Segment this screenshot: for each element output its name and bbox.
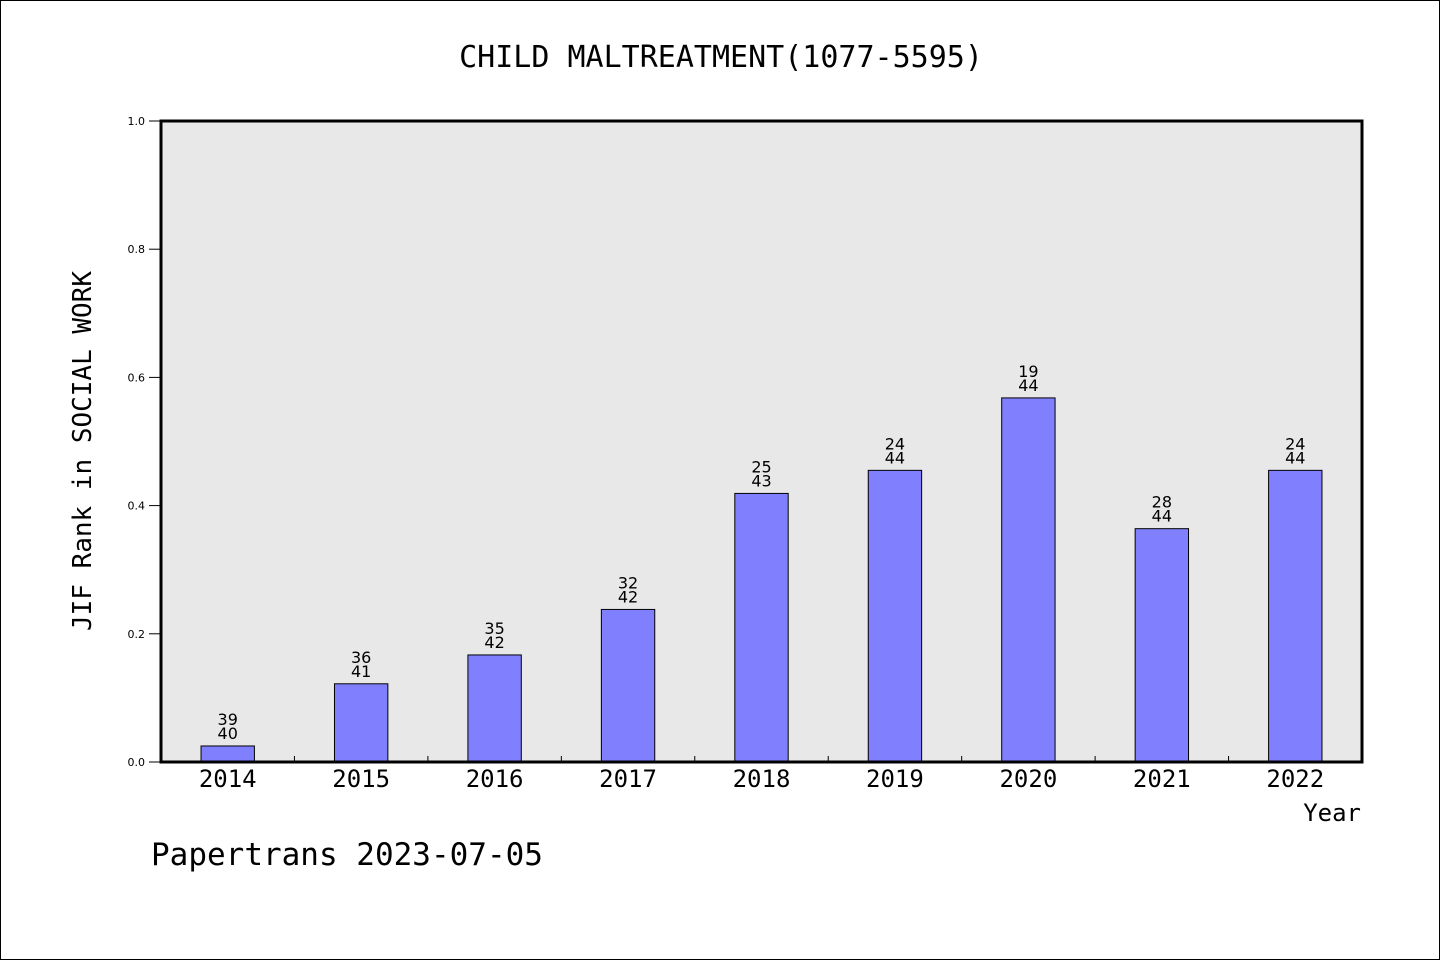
x-tick-label: 2016 (466, 765, 524, 793)
y-tick-label: 0.2 (128, 628, 146, 641)
x-axis-ticks: 2014 2015 2016 2017 2018 2019 2020 2021 2022 (199, 756, 1324, 793)
bar-2019 (867, 469, 923, 763)
bar-total-label: 44 (885, 448, 905, 467)
bar-2021 (1134, 528, 1190, 763)
y-tick-label: 0.0 (128, 756, 146, 769)
bar-2020 (1001, 397, 1056, 763)
x-tick-label: 2021 (1133, 765, 1191, 793)
bars-group (200, 397, 1323, 763)
bar-2018 (734, 492, 789, 763)
bar-2014 (200, 745, 255, 763)
bar-2022 (1268, 469, 1323, 763)
chart-title: CHILD MALTREATMENT(1077-5595) (459, 40, 983, 75)
bar-2017 (600, 608, 656, 763)
x-tick-label: 2018 (733, 765, 791, 793)
bar-total-label: 44 (1285, 448, 1305, 467)
bar-total-label: 43 (751, 471, 771, 490)
y-tick-label: 0.4 (128, 500, 146, 513)
y-tick-label: 1.0 (128, 115, 146, 128)
bar-total-label: 44 (1018, 376, 1038, 395)
bar-2015 (333, 683, 389, 763)
x-tick-label: 2015 (332, 765, 390, 793)
bar-rank-label: 32 (618, 573, 638, 592)
y-axis-label: JIF Rank in SOCIAL WORK (68, 271, 98, 631)
bar-total-label: 42 (618, 587, 638, 606)
bar-rank-label: 25 (751, 457, 771, 476)
bar-rank-label: 39 (218, 710, 238, 729)
x-axis-label: Year (1303, 799, 1361, 827)
bar-total-label: 44 (1152, 507, 1172, 526)
bar-total-label: 42 (484, 633, 504, 652)
bar-2016 (467, 654, 522, 763)
bar-rank-label: 19 (1018, 362, 1038, 381)
plot-border (159, 119, 1364, 764)
x-tick-label: 2019 (866, 765, 924, 793)
x-tick-label: 2020 (999, 765, 1057, 793)
bar-rank-label: 24 (1285, 434, 1305, 453)
bar-total-label: 41 (351, 662, 371, 681)
bar-total-label: 40 (218, 724, 238, 743)
bar-rank-label: 35 (484, 619, 504, 638)
bar-rank-label: 24 (885, 434, 905, 453)
x-tick-label: 2017 (599, 765, 657, 793)
bar-rank-label: 28 (1152, 493, 1172, 512)
bar-rank-label: 36 (351, 648, 371, 667)
y-axis-ticks: 0.0 0.2 0.4 0.6 0.8 1.0 (128, 115, 161, 769)
y-tick-label: 0.6 (128, 371, 146, 384)
x-tick-label: 2014 (199, 765, 257, 793)
y-tick-label: 0.8 (128, 243, 146, 256)
x-tick-label: 2022 (1266, 765, 1324, 793)
footer-credit: Papertrans 2023-07-05 (151, 837, 543, 873)
